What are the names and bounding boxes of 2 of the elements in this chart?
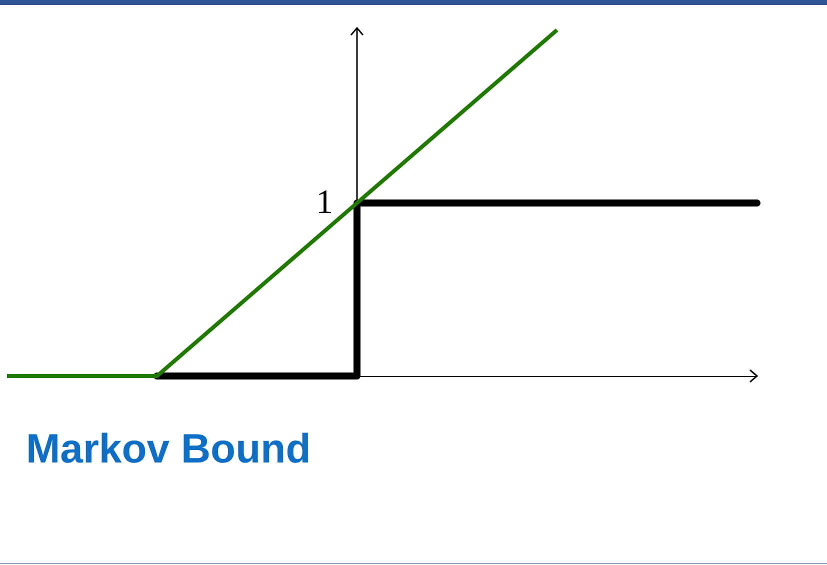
text: Markov Bound [26, 426, 311, 472]
annotation: 1 [316, 184, 333, 221]
